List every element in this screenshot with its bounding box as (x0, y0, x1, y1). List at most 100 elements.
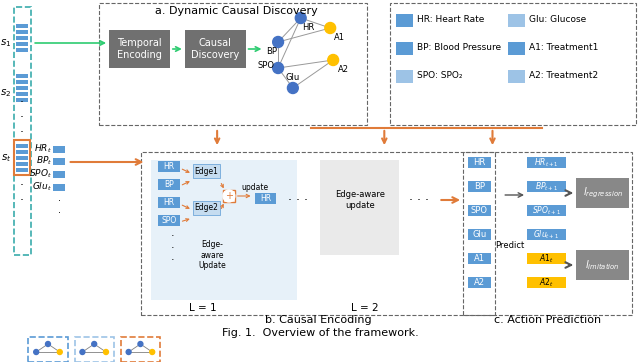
Text: · · ·: · · · (409, 194, 429, 206)
Text: A1: A1 (474, 254, 484, 263)
Bar (53, 158, 65, 165)
Circle shape (325, 22, 335, 34)
Text: A2: A2 (474, 278, 484, 287)
Bar (158, 179, 180, 190)
Bar (193, 164, 220, 178)
Bar (576, 178, 629, 208)
Bar (15, 47, 28, 52)
Text: +: + (225, 191, 233, 201)
Bar (527, 253, 566, 264)
Bar (527, 205, 566, 216)
Circle shape (328, 55, 339, 66)
Bar (527, 229, 566, 240)
Bar (508, 42, 525, 55)
Text: SPO: SPO (258, 62, 275, 71)
Text: $l_{imitation}$: $l_{imitation}$ (586, 258, 620, 272)
Bar (468, 157, 490, 168)
Bar (15, 35, 28, 40)
Bar (468, 277, 490, 288)
Text: BP: Blood Pressure: BP: Blood Pressure (417, 43, 501, 52)
Circle shape (273, 63, 284, 73)
Circle shape (273, 37, 284, 47)
Text: c. Action Prediction: c. Action Prediction (494, 315, 601, 325)
Text: ·
·
·: · · · (171, 231, 175, 265)
Text: L = 1: L = 1 (189, 303, 216, 313)
Circle shape (295, 13, 306, 24)
Text: $SPO_{t+1}$: $SPO_{t+1}$ (532, 204, 561, 217)
Text: BP: BP (474, 182, 484, 191)
Bar (185, 30, 246, 68)
Bar (53, 171, 65, 178)
Bar (158, 197, 180, 208)
Text: Glu: Glucose: Glu: Glucose (529, 16, 586, 25)
Text: $s_1$: $s_1$ (0, 37, 12, 49)
Bar (15, 73, 28, 78)
Bar (141, 152, 495, 315)
Text: $BP_t$: $BP_t$ (36, 155, 52, 167)
Text: a. Dynamic Causal Discovery: a. Dynamic Causal Discovery (155, 6, 318, 16)
Bar (15, 150, 28, 154)
Circle shape (34, 349, 38, 354)
Bar (158, 161, 180, 172)
Text: $s_2$: $s_2$ (1, 87, 12, 99)
Text: $A1_t$: $A1_t$ (539, 252, 554, 265)
Text: update: update (242, 184, 269, 193)
Bar (15, 24, 28, 28)
Bar (15, 29, 28, 34)
Text: Edge-
aware
Update: Edge- aware Update (198, 240, 226, 270)
Text: HR: HR (260, 194, 271, 203)
Bar (396, 42, 413, 55)
Bar (527, 157, 566, 168)
Bar (15, 85, 28, 90)
Bar (508, 70, 525, 83)
Text: Fig. 1.  Overview of the framework.: Fig. 1. Overview of the framework. (222, 328, 419, 338)
Bar (15, 143, 28, 148)
Text: HR: Heart Rate: HR: Heart Rate (417, 16, 484, 25)
Circle shape (80, 349, 85, 354)
Text: Glu: Glu (472, 230, 486, 239)
Text: $HR_t$: $HR_t$ (34, 143, 52, 155)
Text: $Glu_t$: $Glu_t$ (32, 181, 52, 193)
Text: A2: A2 (337, 64, 349, 73)
Text: BP: BP (266, 46, 276, 55)
Bar (321, 160, 399, 255)
Text: ·
·: · · (58, 196, 61, 218)
Circle shape (223, 190, 235, 202)
Text: A1: Treatment1: A1: Treatment1 (529, 43, 598, 52)
Text: Edge-aware
update: Edge-aware update (335, 190, 385, 210)
Text: A1: A1 (333, 33, 344, 42)
Bar (53, 184, 65, 191)
Text: b. Causal Encoding: b. Causal Encoding (265, 315, 372, 325)
Bar (15, 92, 28, 96)
Bar (255, 193, 276, 204)
Text: $HR_{t+1}$: $HR_{t+1}$ (534, 156, 559, 169)
Text: Causal
Discovery: Causal Discovery (191, 38, 239, 60)
Text: · · ·: · · · (288, 194, 308, 206)
Bar (158, 215, 180, 226)
Bar (527, 181, 566, 192)
Text: Edge2: Edge2 (195, 203, 218, 212)
Bar (121, 337, 160, 362)
Text: HR: HR (163, 162, 175, 171)
Bar (463, 152, 632, 315)
Text: Glu: Glu (285, 73, 300, 83)
Text: L = 2: L = 2 (351, 303, 378, 313)
Text: $BP_{t+1}$: $BP_{t+1}$ (535, 180, 558, 193)
Circle shape (45, 341, 51, 346)
Text: ·
·: · · (19, 179, 24, 207)
Bar (109, 30, 170, 68)
Circle shape (126, 349, 131, 354)
Bar (13, 7, 31, 255)
Bar (390, 3, 636, 125)
Text: $Glu_{t+1}$: $Glu_{t+1}$ (533, 228, 560, 241)
Bar (396, 14, 413, 27)
Text: ·
·
·: · · · (19, 97, 24, 139)
Bar (468, 229, 490, 240)
Text: $A2_t$: $A2_t$ (539, 276, 554, 289)
Circle shape (92, 341, 97, 346)
Text: SPO: SPO (161, 216, 177, 225)
Bar (576, 250, 629, 280)
Circle shape (150, 349, 155, 354)
Text: HR: HR (473, 158, 485, 167)
Bar (468, 205, 490, 216)
